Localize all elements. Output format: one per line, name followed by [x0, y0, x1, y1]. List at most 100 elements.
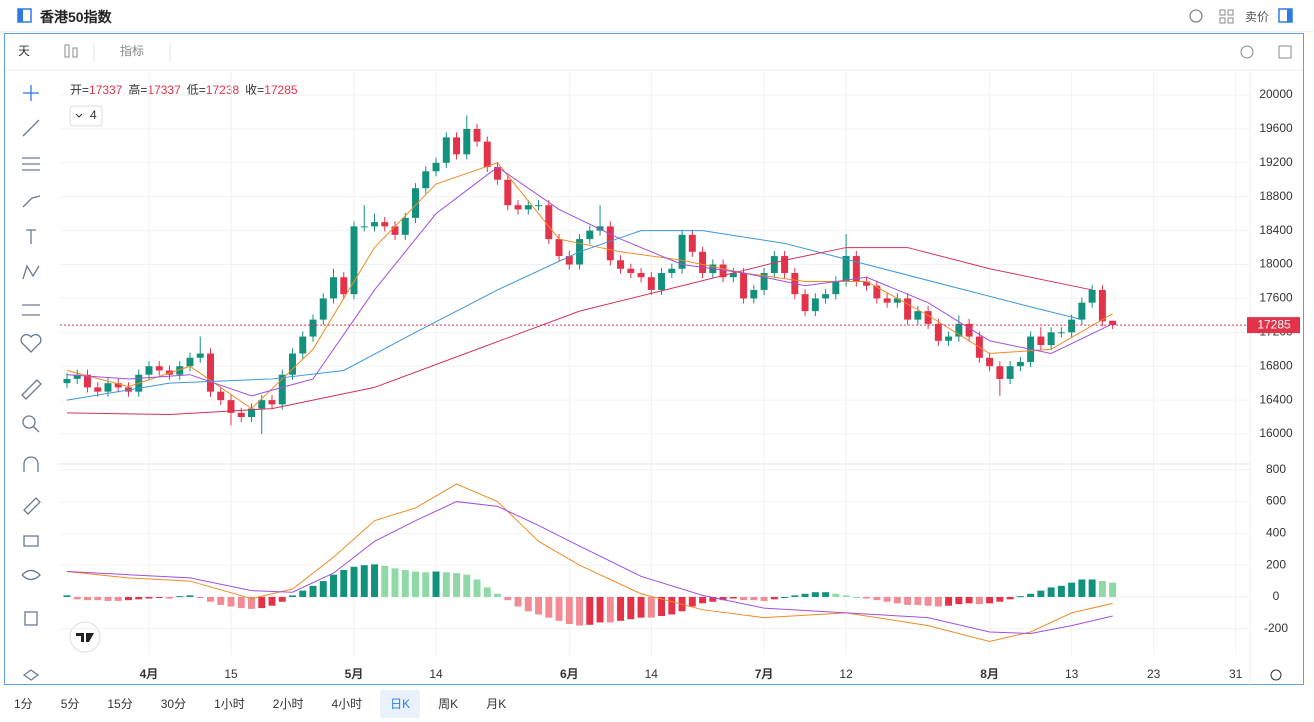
last-price-label: 17285 [1257, 317, 1291, 331]
macd-bar [986, 596, 994, 604]
candle-body [350, 226, 358, 295]
macd-bar [166, 596, 173, 599]
candle-body [1037, 336, 1045, 346]
y-tick-label: 18000 [1259, 257, 1293, 271]
candle-body [924, 311, 932, 324]
candle-body [248, 408, 255, 418]
candle-body [514, 205, 522, 210]
indicators-button[interactable]: 指标 [120, 43, 144, 58]
candle-body [688, 234, 696, 252]
y-tick-label: -200 [1264, 621, 1288, 635]
candle-body [832, 281, 840, 295]
y-tick-label: 18800 [1259, 189, 1293, 203]
candle-body [770, 256, 778, 273]
macd-bar [124, 596, 132, 601]
y-tick-label: 800 [1266, 462, 1286, 476]
macd-bar [688, 596, 696, 607]
macd-bar [1027, 593, 1035, 597]
x-tick-label: 7月 [755, 667, 774, 681]
macd-bar [934, 596, 942, 607]
candle-body [360, 226, 368, 228]
timeframe-button[interactable]: 4小时 [331, 697, 363, 711]
timeframe-button[interactable]: 日K [380, 690, 421, 718]
candle-body [934, 323, 942, 341]
settings-icon[interactable] [1270, 669, 1282, 681]
macd-bar [555, 596, 563, 621]
candle-body [596, 226, 604, 231]
indicator-toggle[interactable] [69, 105, 103, 127]
candle-body [883, 298, 891, 303]
timeframe-button[interactable]: 周K [438, 697, 459, 711]
macd-bar [514, 596, 522, 607]
x-tick-label: 23 [1147, 667, 1161, 681]
x-tick-label: 4月 [140, 667, 159, 681]
candle-body [391, 226, 399, 235]
candle-body [965, 323, 973, 337]
macd-bar [114, 596, 122, 601]
candle-body [740, 272, 748, 299]
candle-body [545, 205, 553, 240]
timeframe-button[interactable]: 30分 [160, 697, 187, 711]
candle-body [1016, 361, 1024, 367]
macd-bar [770, 596, 778, 600]
macd-bar [381, 565, 389, 597]
candle-body [412, 188, 420, 218]
candle-body [904, 298, 912, 320]
indicator-count: 4 [90, 108, 97, 122]
timeframe-button[interactable]: 月K [486, 697, 507, 711]
candle-body [637, 272, 645, 278]
timeframe-button[interactable]: 5分 [60, 697, 80, 711]
candle-body [1098, 289, 1106, 322]
candle-body [1078, 302, 1086, 320]
header: 香港50指数 卖价 [0, 0, 1314, 32]
x-tick-label: 8月 [980, 667, 999, 681]
candle-body [1006, 366, 1014, 379]
timeframe-button[interactable]: 15分 [107, 697, 133, 711]
macd-bar [504, 596, 512, 601]
candle-body [658, 272, 666, 290]
macd-bar [596, 596, 604, 623]
macd-bar [186, 595, 194, 597]
candle-body [299, 336, 307, 354]
candle-body [760, 272, 768, 290]
candle-body [852, 256, 860, 282]
interval[interactable]: 天 [18, 44, 30, 58]
macd-bar [1006, 596, 1014, 600]
macd-bar [1109, 582, 1117, 597]
macd-bar [432, 571, 440, 597]
macd-bar [668, 596, 676, 615]
timeframe-bar: 1分 5分 15分 30分 1小时 2小时 4小时 日K 周K 月K [4, 690, 524, 718]
y-tick-label: 19600 [1259, 121, 1293, 135]
timeframe-button[interactable]: 1小时 [214, 697, 245, 711]
y-tick-label: 400 [1266, 526, 1286, 540]
y-tick-label: 600 [1266, 494, 1286, 508]
macd-bar [463, 574, 471, 597]
candle-body [996, 366, 1004, 379]
timeframe-button[interactable]: 1分 [14, 697, 33, 711]
macd-bar [473, 579, 481, 597]
candle-body [196, 353, 204, 358]
candle-body [1047, 332, 1055, 346]
macd-bar [350, 566, 358, 597]
macd-bar [391, 568, 399, 597]
macd-bar [883, 596, 891, 602]
candle-body [319, 298, 327, 320]
macd-bar [1057, 585, 1065, 597]
macd-bar [1078, 579, 1086, 597]
candle-body [914, 311, 922, 320]
indicator-line [66, 162, 1113, 410]
macd-bar [647, 596, 655, 618]
timeframe-button[interactable]: 2小时 [272, 697, 304, 711]
x-tick-label: 5月 [345, 667, 364, 681]
macd-bar [914, 596, 922, 605]
candle-body [729, 272, 737, 278]
macd-bar [155, 596, 163, 598]
x-tick-label: 14 [429, 667, 443, 681]
price-side[interactable]: 卖价 [1245, 10, 1270, 24]
candle-body [811, 298, 819, 312]
macd-bar [135, 596, 143, 600]
candle-body [1088, 289, 1096, 303]
candle-body [268, 400, 276, 405]
title: 香港50指数 [40, 9, 112, 25]
